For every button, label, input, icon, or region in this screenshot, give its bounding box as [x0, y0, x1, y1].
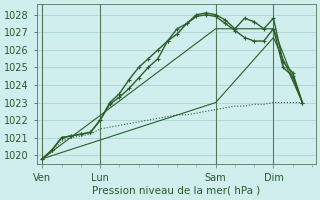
X-axis label: Pression niveau de la mer( hPa ): Pression niveau de la mer( hPa ): [92, 186, 260, 196]
